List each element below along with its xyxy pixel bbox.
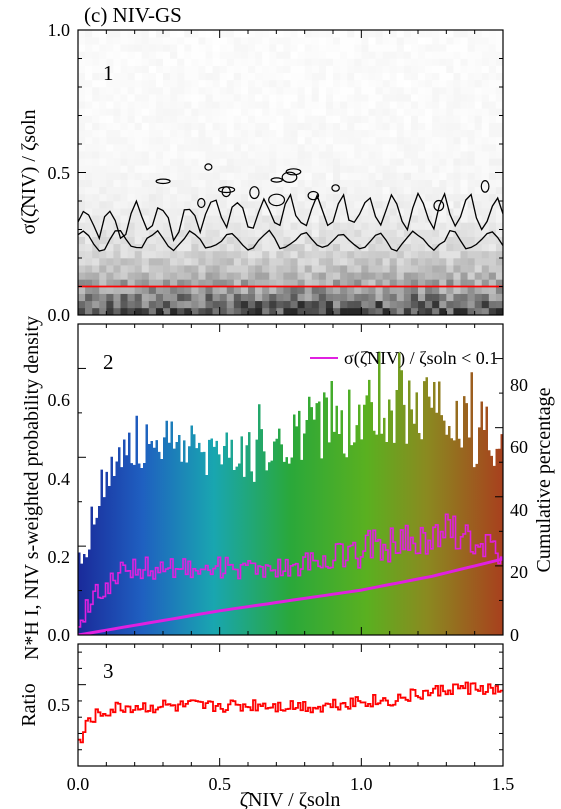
- panel-2-ytick-3: 0.6: [48, 390, 71, 410]
- cumulative-line: [78, 557, 503, 635]
- contour-island: [268, 193, 286, 207]
- contour-island: [281, 171, 298, 183]
- panel-3-number: 3: [103, 659, 114, 683]
- panel-1-ytick-1: 0.5: [48, 163, 71, 183]
- panel-2-y2tick-0: 0: [510, 625, 519, 645]
- panel-2-ytick-1: 0.2: [48, 547, 71, 567]
- contour-lower: [78, 229, 503, 252]
- xtick-2: 1.0: [350, 774, 373, 794]
- panel-2-frame: [77, 323, 504, 636]
- histogram-all-bars: [78, 351, 503, 635]
- panel-2-y2tick-2: 40: [510, 500, 528, 520]
- panel-3-ytick-0: 0.5: [48, 695, 71, 715]
- contour-island: [285, 168, 302, 176]
- contour-island: [155, 178, 171, 185]
- panel-3-frame: [77, 643, 504, 767]
- histogram-all: [78, 351, 503, 635]
- panel-3: 3 0.5 Ratio 0.0 0.5 1.0 1.5 ζ̂NIV / ζsol…: [18, 643, 515, 809]
- panel-2-ytick-0: 0.0: [48, 625, 71, 645]
- panel-2-ylabel: N*H I, NIV s-weighted probability densit…: [21, 316, 43, 660]
- xtick-1: 0.5: [208, 774, 231, 794]
- contour-island: [433, 199, 445, 212]
- panel-1-yticks: [77, 29, 504, 316]
- panel-2-y2tick-1: 20: [510, 562, 528, 582]
- panel-2: 2 σ(ζ̂NIV) / ζsoln < 0.1 0.0 0.2 0.4 0.6…: [21, 316, 555, 660]
- contour-island: [480, 179, 490, 193]
- panel-1-ylabel: σ(ζ̂NIV) / ζsoln: [18, 109, 40, 234]
- ratio-line: [78, 681, 503, 744]
- panel-1-ytick-0: 0.0: [48, 305, 71, 325]
- panel-1-number: 1: [103, 61, 114, 85]
- contour-island: [218, 186, 236, 194]
- panel-3-ylabel: Ratio: [18, 683, 40, 726]
- contour-island: [197, 197, 206, 209]
- contour-island: [331, 184, 340, 192]
- panel-2-ticks: [77, 323, 504, 636]
- panel-2-number: 2: [103, 350, 114, 374]
- panel-2-y2tick-4: 80: [510, 375, 528, 395]
- legend-label: σ(ζ̂NIV) / ζsoln < 0.1: [344, 348, 498, 369]
- panel-1: (c) NIV-GS 1 0.0 0.5 1.0 σ(ζ̂NIV) / ζsol…: [18, 3, 504, 325]
- contour-island: [270, 177, 283, 183]
- xtick-3: 1.5: [492, 774, 515, 794]
- panel-3-ticks: [77, 644, 504, 767]
- x-axis-label: ζ̂NIV / ζsoln: [240, 789, 341, 809]
- xtick-0: 0.0: [67, 774, 90, 794]
- contour-island: [249, 186, 260, 200]
- density-contour: [78, 163, 503, 252]
- contour-upper: [78, 191, 503, 243]
- panel-1-ytick-2: 1.0: [48, 20, 71, 40]
- subset-histogram-line: [78, 513, 503, 628]
- contour-island: [307, 190, 320, 201]
- panel-2-y2tick-3: 60: [510, 437, 528, 457]
- panel-2-y2label: Cumulative percentage: [533, 387, 555, 572]
- figure-title: (c) NIV-GS: [84, 3, 182, 27]
- heatmap-cells: [78, 30, 503, 315]
- panel-2-ytick-2: 0.4: [48, 469, 71, 489]
- contour-island: [204, 163, 213, 171]
